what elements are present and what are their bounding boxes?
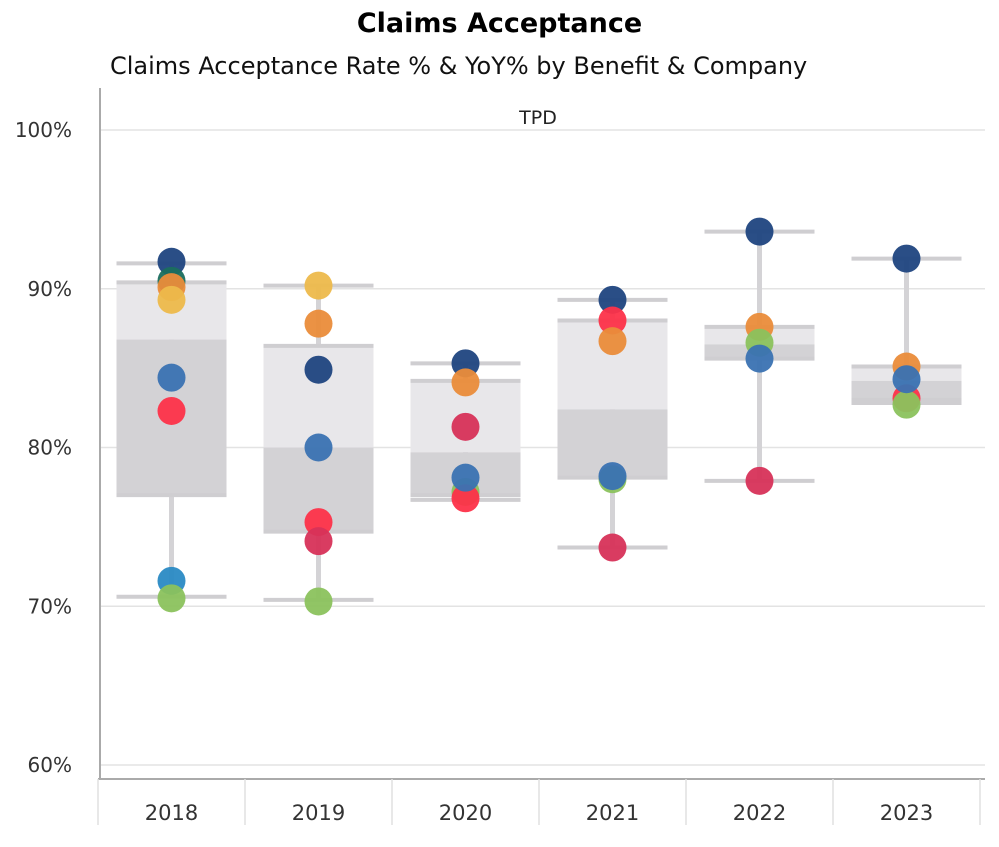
data-point bbox=[304, 587, 333, 616]
data-point bbox=[598, 533, 627, 562]
x-tick-label: 2018 bbox=[145, 801, 198, 825]
data-point bbox=[451, 368, 480, 397]
panel-label: TPD bbox=[518, 107, 557, 129]
x-tick-label: 2019 bbox=[292, 801, 345, 825]
data-point bbox=[598, 306, 627, 335]
data-point bbox=[598, 327, 627, 356]
x-tick-label: 2022 bbox=[733, 801, 786, 825]
data-point bbox=[304, 355, 333, 384]
chart-subtitle: Claims Acceptance Rate % & YoY% by Benef… bbox=[110, 52, 808, 80]
y-tick-label: 80% bbox=[28, 436, 72, 460]
x-tick-label: 2023 bbox=[880, 801, 933, 825]
chart-title: Claims Acceptance bbox=[356, 8, 643, 39]
data-point bbox=[451, 484, 480, 513]
y-tick-label: 60% bbox=[28, 753, 72, 777]
y-tick-label: 100% bbox=[15, 118, 72, 142]
data-point bbox=[892, 244, 921, 273]
x-tick-label: 2020 bbox=[439, 801, 492, 825]
data-point bbox=[304, 271, 333, 300]
data-point bbox=[892, 390, 921, 419]
data-point bbox=[304, 309, 333, 338]
data-point bbox=[451, 412, 480, 441]
data-point bbox=[892, 365, 921, 394]
y-tick-label: 70% bbox=[28, 594, 72, 618]
data-point bbox=[598, 285, 627, 314]
data-point bbox=[157, 396, 186, 425]
data-point bbox=[745, 466, 774, 495]
data-point bbox=[157, 363, 186, 392]
data-point bbox=[157, 285, 186, 314]
data-point bbox=[598, 462, 627, 491]
data-point bbox=[304, 527, 333, 556]
data-point bbox=[304, 433, 333, 462]
data-point bbox=[745, 344, 774, 373]
data-point bbox=[157, 584, 186, 613]
y-tick-label: 90% bbox=[28, 277, 72, 301]
data-point bbox=[451, 463, 480, 492]
data-point bbox=[745, 217, 774, 246]
x-tick-label: 2021 bbox=[586, 801, 639, 825]
